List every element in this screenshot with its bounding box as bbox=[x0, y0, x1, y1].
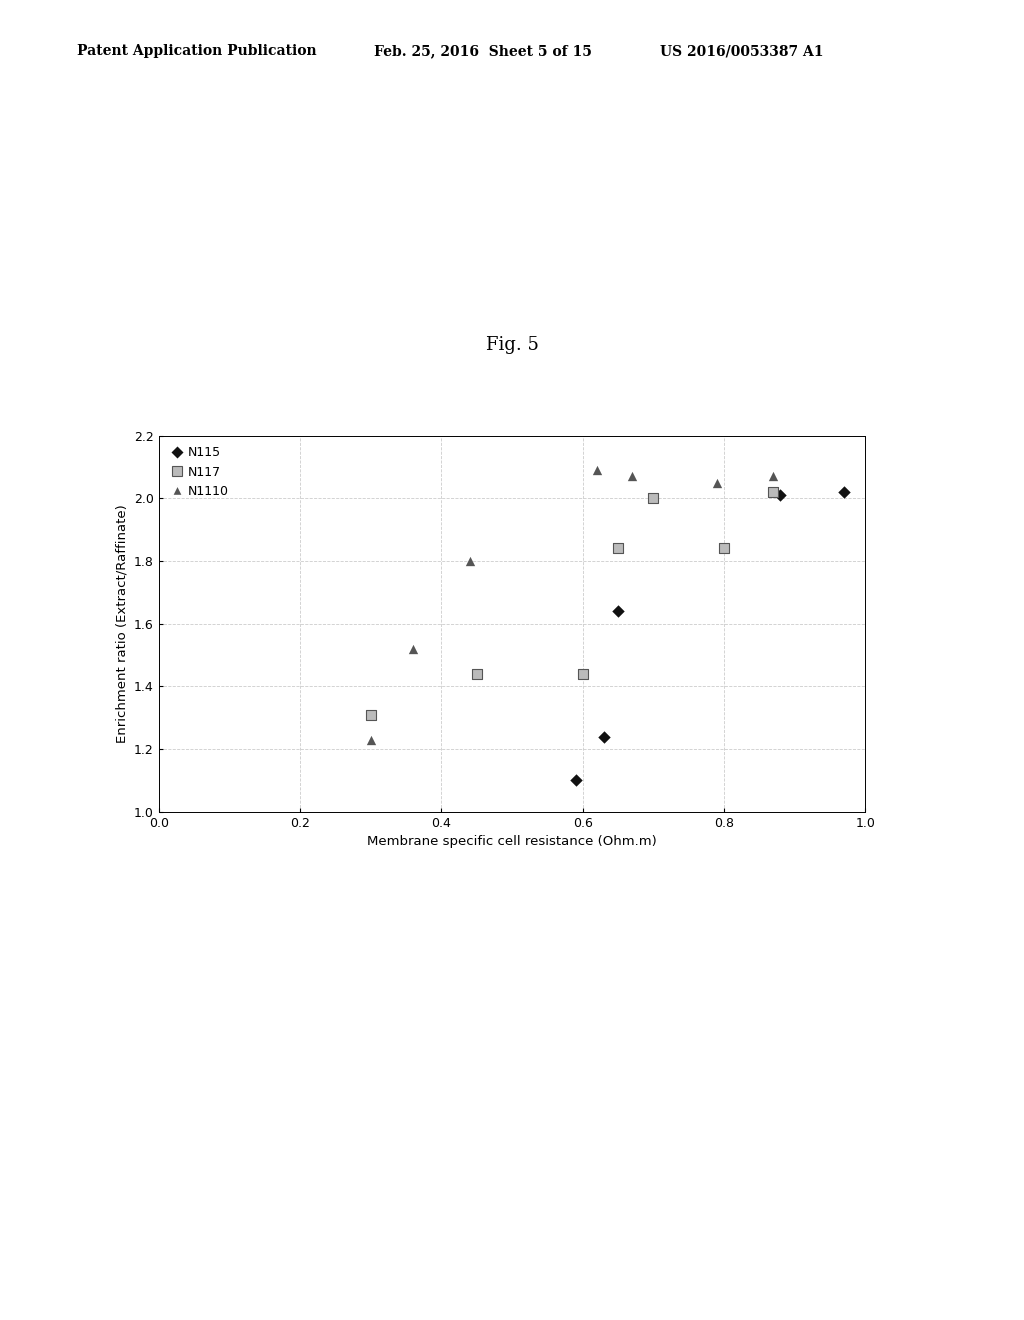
Text: US 2016/0053387 A1: US 2016/0053387 A1 bbox=[660, 45, 824, 58]
Point bbox=[567, 770, 584, 791]
Point bbox=[765, 466, 781, 487]
Text: Patent Application Publication: Patent Application Publication bbox=[77, 45, 316, 58]
Point bbox=[589, 459, 605, 480]
Point bbox=[645, 488, 662, 510]
Legend: N115, N117, N1110: N115, N117, N1110 bbox=[169, 442, 232, 502]
Point bbox=[362, 704, 379, 725]
Point bbox=[609, 539, 626, 560]
Point bbox=[404, 639, 421, 660]
Text: Fig. 5: Fig. 5 bbox=[485, 335, 539, 354]
Point bbox=[765, 482, 781, 503]
Point bbox=[716, 539, 732, 560]
Point bbox=[596, 726, 612, 747]
Point bbox=[462, 550, 478, 572]
Point bbox=[772, 484, 788, 506]
Point bbox=[469, 664, 485, 685]
Point bbox=[574, 664, 591, 685]
Point bbox=[609, 601, 626, 622]
X-axis label: Membrane specific cell resistance (Ohm.m): Membrane specific cell resistance (Ohm.m… bbox=[368, 836, 656, 849]
Point bbox=[624, 466, 640, 487]
Point bbox=[836, 482, 852, 503]
Y-axis label: Enrichment ratio (Extract/Raffinate): Enrichment ratio (Extract/Raffinate) bbox=[116, 504, 128, 743]
Point bbox=[362, 729, 379, 750]
Point bbox=[709, 473, 725, 494]
Text: Feb. 25, 2016  Sheet 5 of 15: Feb. 25, 2016 Sheet 5 of 15 bbox=[374, 45, 592, 58]
